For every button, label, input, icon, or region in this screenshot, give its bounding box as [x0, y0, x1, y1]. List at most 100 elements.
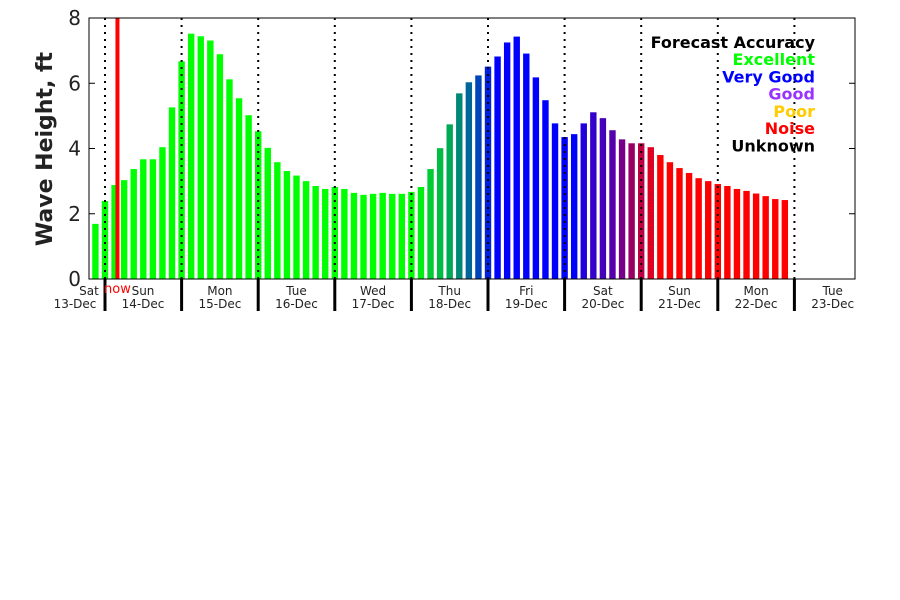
bar: [465, 82, 473, 280]
day-label: Sun: [132, 284, 155, 298]
day-label: Tue: [821, 284, 843, 298]
bar: [638, 143, 645, 279]
day-label: Sat: [79, 284, 99, 298]
bar: [111, 185, 118, 279]
day-label: Mon: [207, 284, 232, 298]
day-label: Wed: [360, 284, 386, 298]
bar: [197, 36, 204, 279]
y-tick-label: 4: [68, 137, 81, 161]
bar: [503, 42, 511, 279]
bar: [207, 40, 214, 280]
y-axis-label: Wave Height, ft: [33, 51, 58, 246]
legend-entry: Unknown: [731, 137, 815, 156]
day-label: Mon: [743, 284, 768, 298]
bar: [772, 199, 779, 279]
now-line: [115, 18, 120, 279]
bar: [360, 194, 367, 279]
bar: [666, 162, 674, 279]
bar: [302, 181, 310, 279]
bar: [714, 184, 721, 279]
date-label: 22-Dec: [735, 297, 778, 311]
bar: [657, 155, 664, 279]
bar: [570, 134, 578, 279]
bar: [312, 186, 319, 279]
bar: [436, 148, 444, 279]
bar: [245, 115, 252, 279]
bar: [513, 36, 520, 279]
now-label: now: [104, 282, 131, 297]
day-label: Thu: [437, 284, 461, 298]
bar: [341, 188, 348, 279]
legend-title: Forecast Accuracy: [651, 33, 816, 52]
bar: [695, 178, 702, 279]
bar: [216, 54, 224, 280]
bar: [456, 93, 463, 280]
bar: [389, 193, 396, 279]
bar: [293, 175, 300, 279]
bar: [322, 188, 329, 279]
bar: [590, 112, 597, 279]
y-tick-label: 0: [68, 267, 81, 291]
date-label: 20-Dec: [581, 297, 624, 311]
bar: [724, 186, 731, 279]
bar: [618, 139, 626, 279]
bar: [762, 196, 769, 279]
bar: [628, 143, 635, 279]
legend-entry: Good: [768, 85, 815, 104]
bar: [226, 79, 233, 280]
bar: [369, 193, 377, 279]
bar: [101, 201, 109, 279]
bar: [733, 188, 741, 279]
bar: [140, 159, 147, 279]
bar: [274, 162, 281, 279]
bar: [609, 130, 616, 279]
y-tick-label: 8: [68, 6, 81, 30]
date-label: 19-Dec: [505, 297, 548, 311]
bar: [264, 147, 271, 279]
bar: [187, 33, 195, 279]
bar: [551, 123, 559, 279]
bar: [446, 124, 453, 279]
bar: [92, 223, 99, 279]
day-label: Sat: [593, 284, 613, 298]
bar: [350, 192, 358, 279]
bar: [532, 77, 540, 279]
bar: [676, 168, 683, 279]
bar: [475, 75, 482, 279]
bar: [398, 193, 406, 279]
date-label: 18-Dec: [428, 297, 471, 311]
day-label: Fri: [519, 284, 533, 298]
date-label: 14-Dec: [122, 297, 165, 311]
legend-entry: Poor: [773, 102, 815, 121]
day-label: Tue: [285, 284, 307, 298]
y-tick-label: 6: [68, 71, 81, 95]
y-tick-label: 2: [68, 202, 81, 226]
bar: [427, 169, 434, 279]
bar: [255, 131, 262, 279]
bar: [130, 169, 137, 279]
bar: [159, 147, 166, 279]
bar: [705, 181, 712, 279]
date-label: 17-Dec: [352, 297, 395, 311]
bar: [149, 159, 157, 279]
date-label: 16-Dec: [275, 297, 318, 311]
bar: [685, 172, 693, 279]
date-label: 21-Dec: [658, 297, 701, 311]
bar: [417, 186, 425, 279]
bar: [379, 192, 386, 279]
bar: [599, 118, 607, 279]
bar: [283, 171, 291, 279]
bar: [178, 61, 185, 279]
bar: [743, 190, 750, 279]
bar: [647, 147, 654, 279]
legend-entry: Excellent: [733, 50, 816, 69]
bar: [235, 98, 243, 279]
bar: [120, 180, 128, 279]
date-label: 23-Dec: [811, 297, 854, 311]
bar: [331, 186, 338, 279]
bar: [523, 53, 530, 279]
bar: [168, 107, 176, 279]
legend-entry: Noise: [765, 119, 815, 138]
